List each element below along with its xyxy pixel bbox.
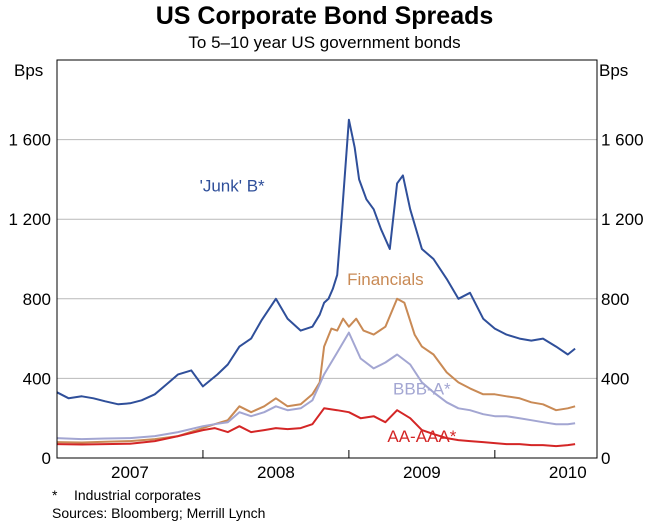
y-tick-label-left: 1 200	[8, 210, 51, 229]
series-line	[56, 407, 576, 448]
y-tick-label-left: 800	[23, 290, 51, 309]
footnote: * Industrial corporates	[52, 487, 201, 503]
y-tick-label-left: 1 600	[8, 131, 51, 150]
series-label: AA-AAA*	[387, 427, 456, 446]
series-label: BBB-A*	[393, 379, 451, 398]
y-tick-label-left: 0	[42, 449, 51, 468]
chart-subtitle: To 5–10 year US government bonds	[188, 33, 461, 52]
series-label: Financials	[347, 270, 424, 289]
x-tick-labels: 2007 2008 2009 2010	[111, 463, 587, 482]
footnote-text: Industrial corporates	[74, 487, 201, 503]
sources-note: Sources: Bloomberg; Merrill Lynch	[52, 505, 266, 521]
y-tick-label-left: 400	[23, 369, 51, 388]
y-tick-label-right: 800	[601, 290, 629, 309]
x-tick-label: 2009	[403, 463, 441, 482]
y-unit-right: Bps	[599, 61, 628, 80]
series-lines	[56, 118, 576, 448]
year-dividers	[202, 450, 496, 458]
y-unit-left: Bps	[14, 61, 43, 80]
footnote-star: *	[52, 487, 58, 503]
gridlines	[57, 139, 597, 379]
series-label: 'Junk' B*	[200, 176, 265, 195]
y-tick-label-right: 0	[601, 449, 610, 468]
y-tick-label-right: 1 600	[601, 131, 644, 150]
chart-title: US Corporate Bond Spreads	[155, 2, 494, 30]
plot-frame	[56, 59, 598, 459]
x-tick-label: 2008	[257, 463, 295, 482]
x-tick-label: 2010	[549, 463, 587, 482]
y-tick-label-right: 1 200	[601, 210, 644, 229]
x-tick-label: 2007	[111, 463, 149, 482]
series-labels: 'Junk' B* Financials BBB-A* AA-AAA*	[200, 176, 457, 446]
y-tick-label-right: 400	[601, 369, 629, 388]
series-line	[56, 331, 576, 441]
series-line	[56, 118, 576, 406]
y-tick-labels: 0 0 400 400 800 800 1 200 1 200 1 600 1 600	[8, 131, 643, 468]
